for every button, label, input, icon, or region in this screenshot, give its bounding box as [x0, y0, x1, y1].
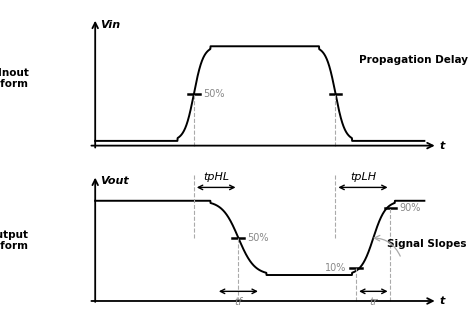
Text: Signal Slopes: Signal Slopes [386, 239, 466, 249]
Text: 90%: 90% [400, 203, 421, 213]
Text: Inout
Waveform: Inout Waveform [0, 67, 28, 89]
Text: Vout: Vout [100, 176, 129, 186]
Text: tpHL: tpHL [203, 172, 229, 182]
Text: tpLH: tpLH [350, 172, 376, 182]
Text: Propagation Delay: Propagation Delay [358, 56, 467, 65]
Text: t: t [439, 296, 445, 306]
Text: 50%: 50% [203, 89, 225, 99]
Text: Vin: Vin [100, 20, 120, 30]
Text: Output
Waveform: Output Waveform [0, 230, 28, 251]
Text: 50%: 50% [247, 233, 269, 243]
Text: 10%: 10% [325, 263, 346, 273]
Text: tr: tr [369, 297, 377, 307]
Text: t: t [439, 140, 445, 151]
Text: tf: tf [235, 297, 242, 307]
